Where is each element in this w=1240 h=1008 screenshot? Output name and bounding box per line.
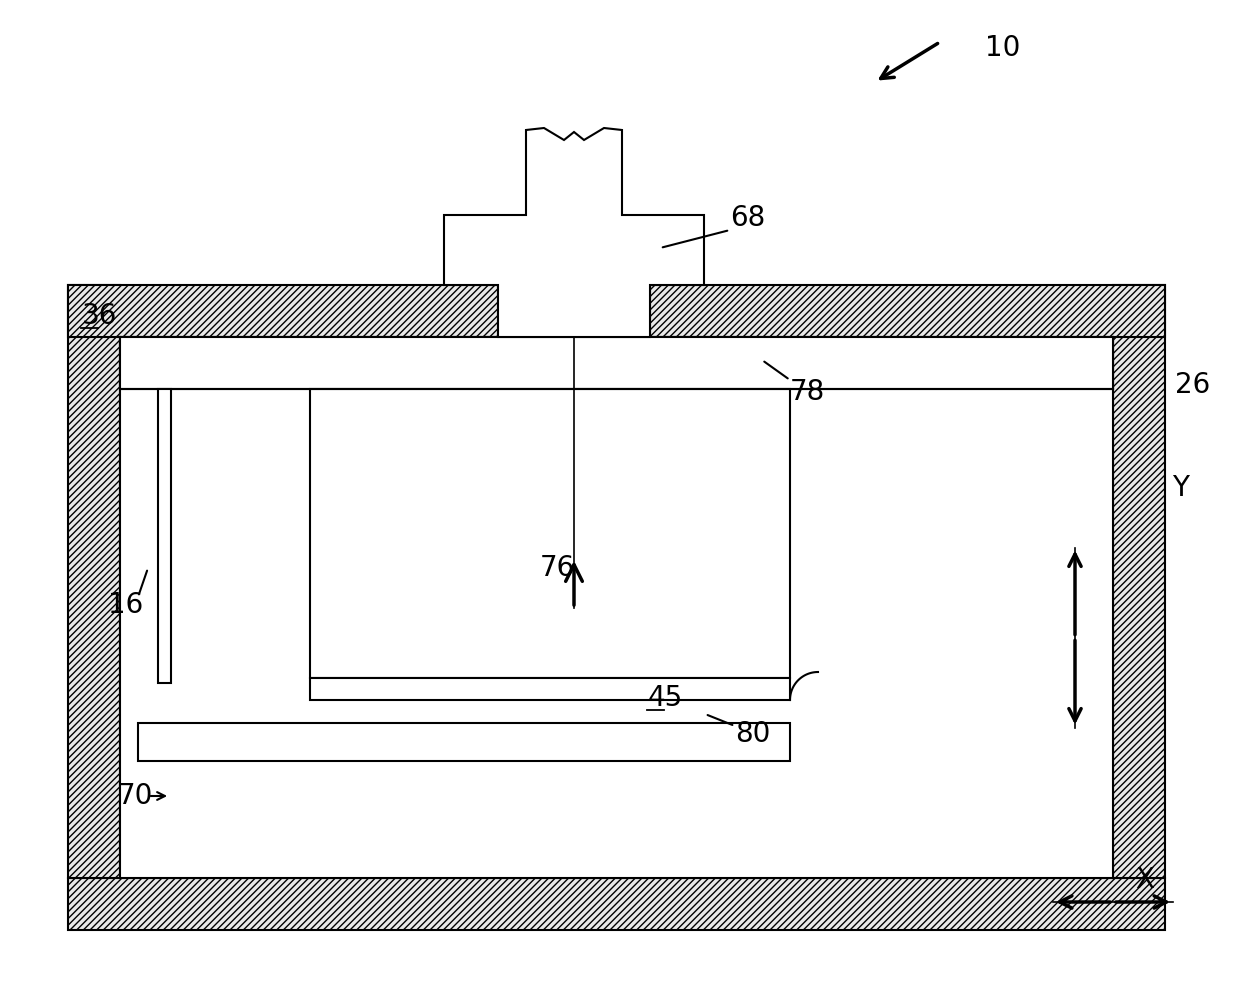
Bar: [310, 389, 790, 678]
Text: X: X: [1135, 866, 1154, 894]
Text: 10: 10: [985, 34, 1021, 62]
Text: 70: 70: [118, 782, 154, 810]
Bar: [1114, 285, 1166, 878]
Bar: [310, 678, 790, 700]
Text: 26: 26: [1176, 371, 1210, 399]
Text: 36: 36: [82, 302, 118, 330]
Polygon shape: [444, 128, 704, 337]
Text: 76: 76: [539, 554, 575, 582]
Bar: [120, 337, 1114, 878]
Bar: [157, 389, 171, 683]
Bar: [68, 285, 498, 337]
Text: Y: Y: [1172, 474, 1189, 502]
Text: 78: 78: [790, 378, 826, 406]
Text: 80: 80: [735, 720, 770, 748]
Text: 16: 16: [108, 591, 144, 619]
Bar: [68, 285, 120, 878]
Bar: [138, 723, 790, 761]
Bar: [120, 337, 1114, 389]
Text: 68: 68: [730, 204, 765, 232]
Bar: [650, 285, 1166, 337]
Text: 45: 45: [649, 684, 683, 712]
Bar: [68, 878, 1166, 930]
